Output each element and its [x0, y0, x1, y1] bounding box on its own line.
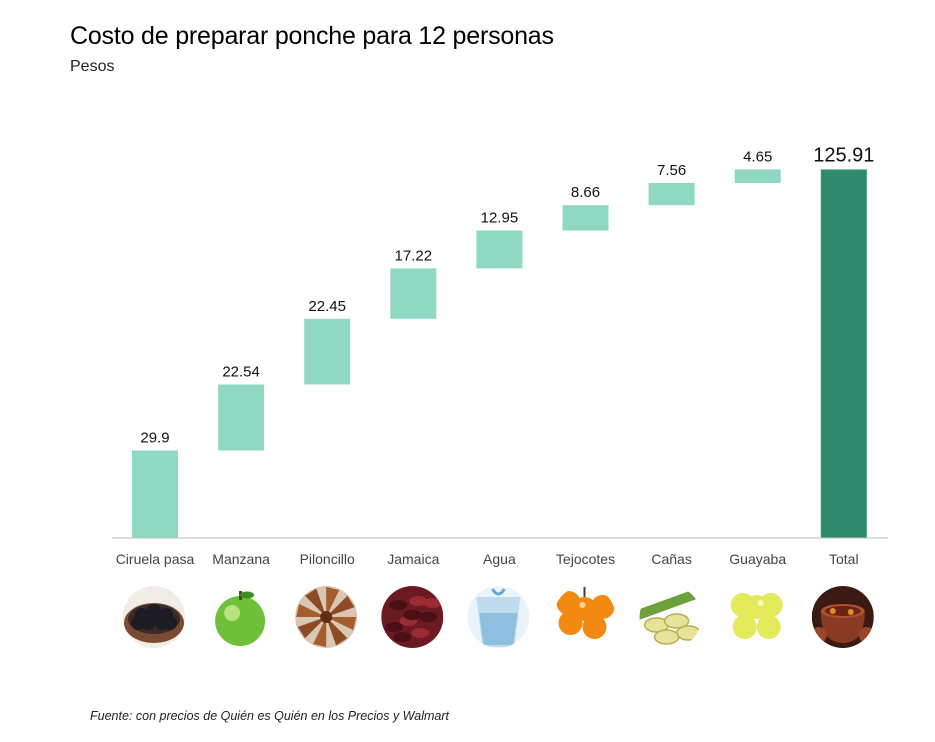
- value-label: 4.65: [743, 148, 772, 165]
- bar-agua: [476, 230, 523, 269]
- chart-subtitle: Pesos: [70, 58, 115, 75]
- piloncillo-icon: [295, 586, 358, 648]
- category-label: Piloncillo: [300, 551, 355, 567]
- hibiscus-icon: [381, 586, 444, 648]
- bar-jamaica: [390, 268, 437, 319]
- category-label: Manzana: [212, 551, 270, 567]
- category-label: Ciruela pasa: [116, 551, 195, 567]
- category-label: Agua: [483, 551, 516, 567]
- category-label: Total: [829, 551, 859, 567]
- category-label: Tejocotes: [556, 551, 615, 567]
- bar-guayaba: [734, 169, 781, 184]
- prunes-icon: [123, 586, 185, 648]
- category-label: Guayaba: [729, 551, 786, 567]
- sugarcane-icon: [639, 586, 702, 648]
- water-icon: [467, 586, 530, 648]
- value-label: 7.56: [657, 162, 686, 179]
- ponche-pot-icon: [811, 586, 874, 648]
- source-note: Fuente: con precios de Quién es Quién en…: [90, 709, 449, 723]
- chart-title: Costo de preparar ponche para 12 persona…: [70, 22, 554, 50]
- category-label: Cañas: [651, 551, 691, 567]
- bar-manzana: [218, 384, 265, 451]
- bar-total: [820, 169, 867, 538]
- bar-piloncillo: [304, 318, 351, 385]
- category-label: Jamaica: [387, 551, 439, 567]
- value-label: 22.45: [308, 298, 346, 315]
- ingredient-icons-layer: [123, 586, 874, 648]
- value-labels-layer: 29.9 22.54 22.45 17.22 12.95 8.66 7.56 4.65 125.…: [140, 144, 874, 446]
- waterfall-chart: 29.9 22.54 22.45 17.22 12.95 8.66 7.56 4.65 125.…: [112, 144, 888, 648]
- guava-icon: [725, 586, 788, 648]
- value-label: 17.22: [395, 247, 433, 264]
- apple-icon: [209, 586, 272, 648]
- bar-ciruela-pasa: [132, 450, 178, 538]
- value-label: 8.66: [571, 184, 600, 201]
- category-labels-layer: Ciruela pasa Manzana Piloncillo Jamaica Agua…: [116, 551, 859, 567]
- bar-tejocotes: [562, 205, 609, 231]
- tejocote-icon: [553, 586, 616, 648]
- bars-layer: [132, 169, 867, 538]
- value-label: 29.9: [140, 429, 169, 446]
- value-label: 22.54: [222, 364, 260, 381]
- bar-cañas: [648, 183, 695, 206]
- value-label: 125.91: [813, 144, 874, 166]
- value-label: 12.95: [481, 209, 519, 226]
